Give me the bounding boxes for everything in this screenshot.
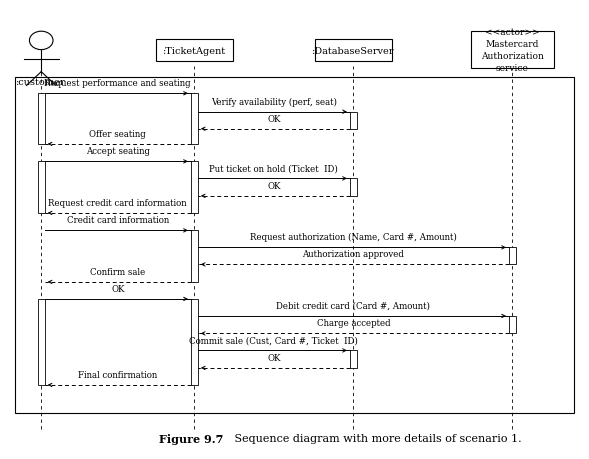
Bar [38, 299, 45, 385]
Text: Debit credit card (Card #, Amount): Debit credit card (Card #, Amount) [276, 301, 431, 310]
Bar [191, 162, 198, 213]
Text: <<actor>>
Mastercard
Authorization
service: <<actor>> Mastercard Authorization servi… [481, 28, 544, 73]
Text: Offer seating: Offer seating [90, 129, 146, 139]
Text: Final confirmation: Final confirmation [78, 370, 157, 379]
Text: OK: OK [267, 353, 280, 362]
Bar [191, 231, 198, 282]
Bar [471, 32, 554, 69]
Bar [38, 162, 45, 213]
Text: Request authorization (Name, Card #, Amount): Request authorization (Name, Card #, Amo… [250, 233, 457, 242]
Bar [509, 248, 516, 265]
Text: :TicketAgent: :TicketAgent [163, 46, 226, 56]
Text: Put ticket on hold (Ticket  ID): Put ticket on hold (Ticket ID) [210, 164, 338, 173]
Text: :customer: :customer [16, 78, 66, 87]
Bar [350, 112, 357, 129]
Text: :DatabaseServer: :DatabaseServer [312, 46, 395, 56]
Bar [191, 299, 198, 385]
Text: Charge accepted: Charge accepted [317, 319, 390, 328]
Text: OK: OK [267, 181, 280, 190]
Bar [350, 351, 357, 368]
Text: Credit card information: Credit card information [67, 216, 169, 225]
Bar [15, 78, 574, 413]
Text: Verify availability (perf, seat): Verify availability (perf, seat) [211, 97, 337, 106]
Bar [509, 316, 516, 334]
Text: OK: OK [111, 284, 124, 293]
Bar [350, 179, 357, 196]
Bar [191, 94, 198, 145]
Text: Figure 9.7: Figure 9.7 [160, 433, 224, 444]
Text: Request performance and seating: Request performance and seating [45, 79, 191, 88]
Text: Sequence diagram with more details of scenario 1.: Sequence diagram with more details of sc… [224, 433, 521, 443]
Text: Commit sale (Cust, Card #, Ticket  ID): Commit sale (Cust, Card #, Ticket ID) [190, 336, 358, 345]
Text: Authorization approved: Authorization approved [303, 250, 404, 259]
Text: Request credit card information: Request credit card information [48, 198, 187, 207]
Text: Accept seating: Accept seating [86, 147, 150, 156]
Bar [315, 40, 392, 62]
Bar [156, 40, 233, 62]
Text: OK: OK [267, 114, 280, 123]
Bar [38, 94, 45, 145]
Text: Confirm sale: Confirm sale [90, 267, 145, 276]
